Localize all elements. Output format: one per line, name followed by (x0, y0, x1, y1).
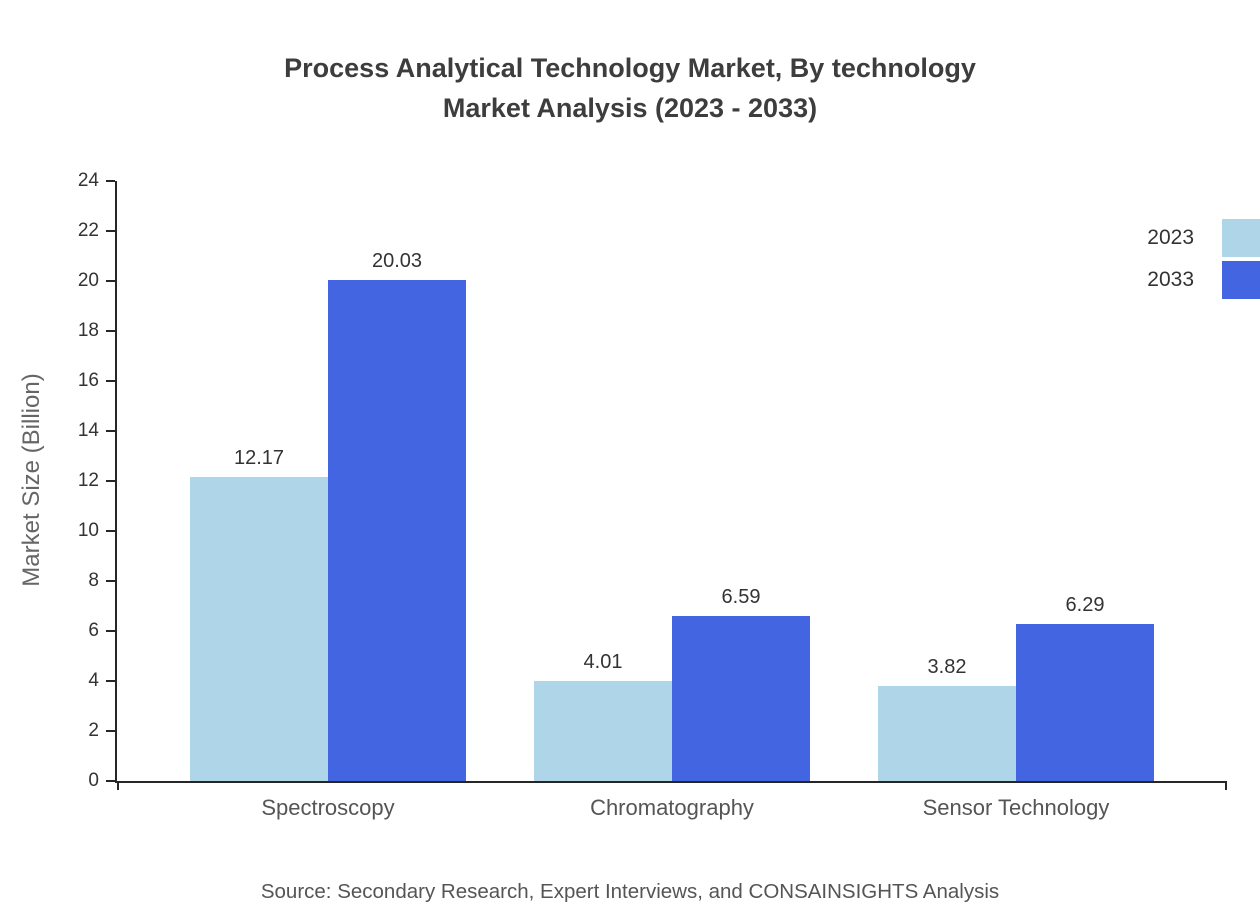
y-axis-tick (106, 280, 115, 282)
bar-value-label: 4.01 (583, 650, 623, 673)
source-note: Source: Secondary Research, Expert Inter… (260, 880, 1000, 903)
bar-value-label: 20.03 (371, 250, 423, 273)
bar-value-label: 12.17 (233, 446, 285, 469)
y-axis-tick (106, 680, 115, 682)
y-axis-tick-label: 18 (77, 320, 99, 341)
chart-title-line2: Market Analysis (2023 - 2033) (442, 93, 818, 123)
y-axis-tick (106, 230, 115, 232)
legend-swatch (1222, 261, 1260, 299)
x-axis-category-label: Sensor Technology (922, 795, 1110, 820)
bar (1016, 623, 1154, 781)
bar-group: 12.17 20.03 Spectroscopy (190, 181, 466, 820)
y-axis-tick-label: 24 (77, 170, 99, 191)
y-axis-tick (106, 430, 115, 432)
bar-value-label: 6.59 (721, 586, 761, 609)
bar-group: 3.82 6.29 Sensor Technology (878, 181, 1154, 820)
y-axis-tick-label: 22 (77, 220, 99, 241)
bar-value-label: 6.29 (1065, 593, 1105, 616)
y-axis-tick-label: 2 (88, 720, 99, 741)
y-axis-tick (106, 180, 115, 182)
bar (878, 685, 1016, 781)
chart-title-line1: Process Analytical Technology Market, By… (284, 53, 976, 83)
y-axis-title: Market Size (Billion) (18, 373, 45, 587)
y-axis-tick-label: 14 (77, 420, 99, 441)
y-axis-tick-label: 6 (88, 620, 99, 641)
y-axis-tick (106, 480, 115, 482)
legend-label: 2033 (1147, 268, 1194, 291)
y-axis-tick (106, 630, 115, 632)
y-axis-tick (106, 380, 115, 382)
y-axis-tick-label: 8 (88, 570, 99, 591)
y-axis-tick-label: 12 (77, 470, 99, 491)
y-axis-tick (106, 530, 115, 532)
bar (534, 680, 672, 781)
legend: 2023 2033 (1147, 218, 1260, 300)
legend-swatch (1222, 219, 1260, 257)
bar-group: 4.01 6.59 Chromatography (534, 181, 810, 820)
legend-item-2023: 2023 (1147, 218, 1260, 258)
y-axis-tick (106, 730, 115, 732)
legend-item-2033: 2033 (1147, 260, 1260, 300)
bar (672, 616, 810, 781)
bar (328, 280, 466, 781)
y-axis-tick-label: 0 (88, 770, 99, 791)
bar (190, 476, 328, 781)
y-axis-tick (106, 580, 115, 582)
x-axis-tick (1225, 781, 1227, 790)
y-axis-tick (106, 780, 115, 782)
y-axis-tick (106, 330, 115, 332)
legend-label: 2023 (1147, 226, 1194, 249)
x-axis-tick (117, 781, 119, 790)
x-axis-category-label: Spectroscopy (261, 795, 395, 820)
y-axis-tick-label: 10 (77, 520, 99, 541)
plot-area: 0 2 4 6 8 10 12 14 16 18 20 22 24 12.17 20.03 Spectrosc… (78, 170, 1227, 820)
y-axis-tick-label: 20 (77, 270, 99, 291)
chart-title: Process Analytical Technology Market, By… (0, 48, 1260, 128)
y-axis-tick-label: 16 (77, 370, 99, 391)
y-axis-tick-label: 4 (88, 670, 99, 691)
bar-value-label: 3.82 (927, 655, 967, 678)
x-axis-category-label: Chromatography (590, 795, 754, 820)
